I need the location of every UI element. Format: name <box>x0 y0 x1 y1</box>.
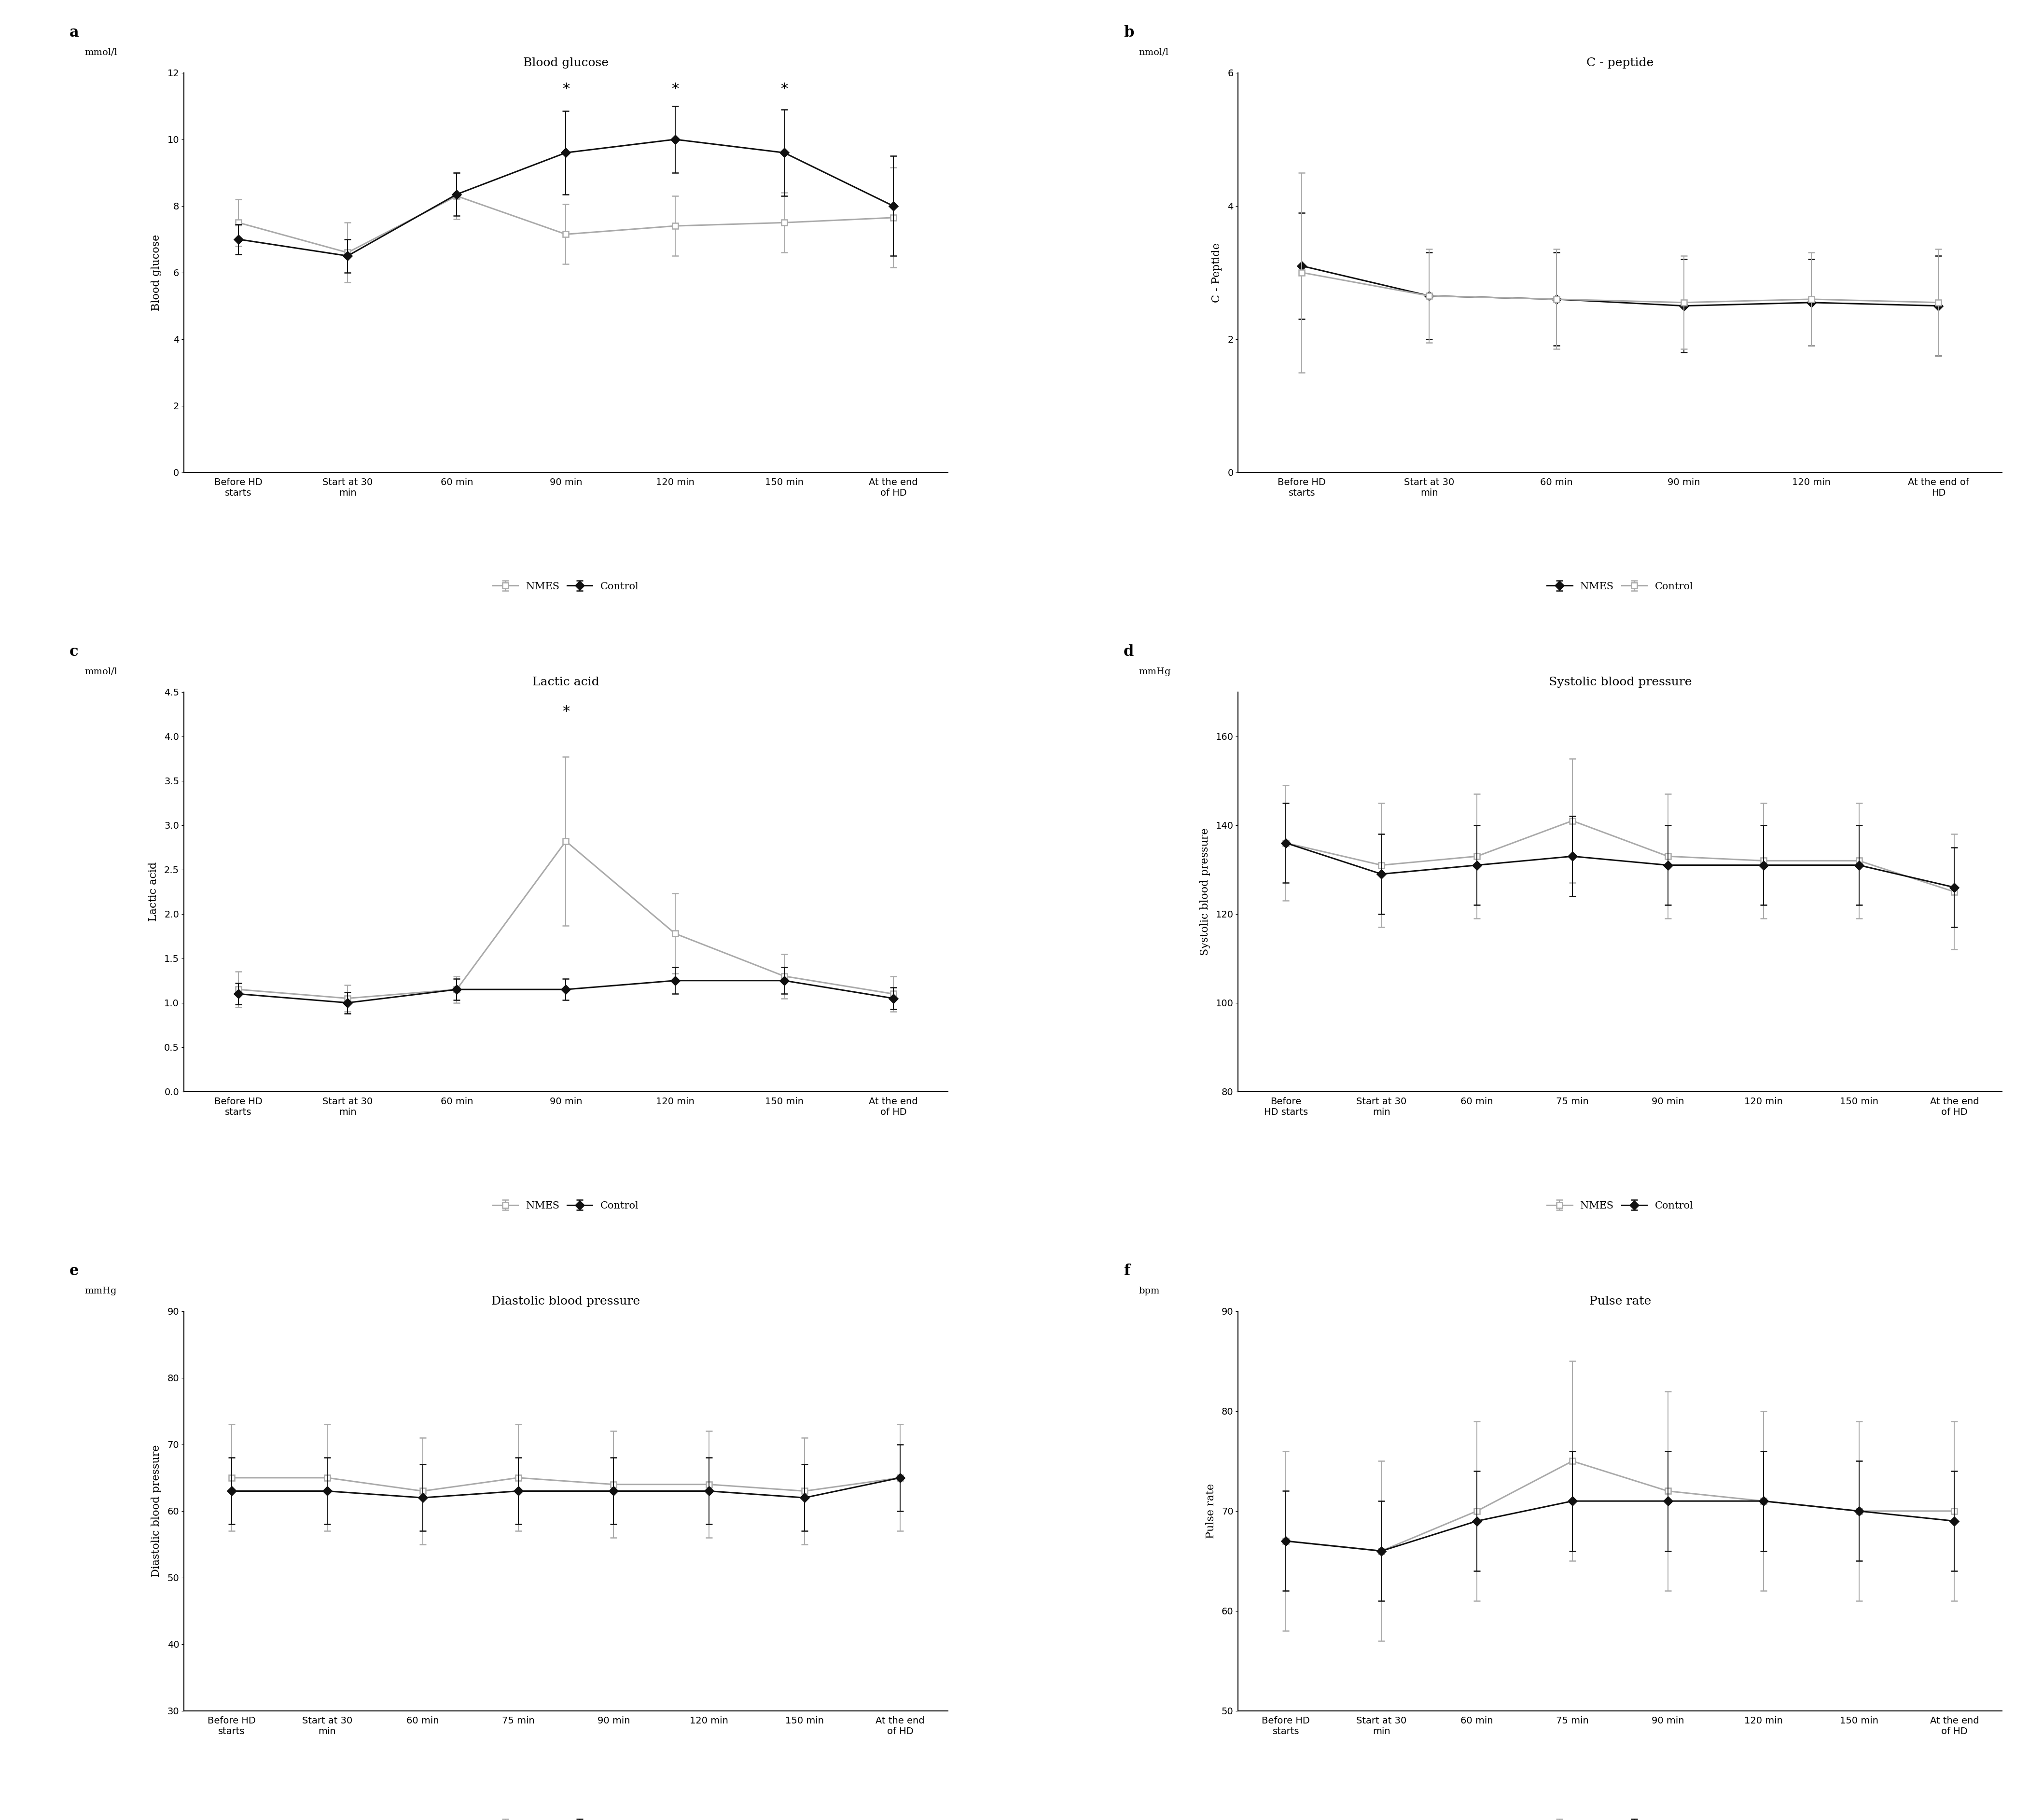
Legend: NMES, Control: NMES, Control <box>488 579 644 595</box>
Legend: NMES, Control: NMES, Control <box>488 1198 644 1214</box>
Text: *: * <box>562 82 570 96</box>
Title: Systolic blood pressure: Systolic blood pressure <box>1549 677 1692 688</box>
Text: nmol/l: nmol/l <box>1138 47 1169 56</box>
Title: Lactic acid: Lactic acid <box>533 677 599 688</box>
Legend: NMES, Control: NMES, Control <box>1542 1816 1698 1820</box>
Y-axis label: Lactic acid: Lactic acid <box>149 863 159 921</box>
Text: mmHg: mmHg <box>84 1287 116 1296</box>
Text: f: f <box>1124 1263 1130 1278</box>
Title: C - peptide: C - peptide <box>1587 58 1653 69</box>
Text: c: c <box>69 644 78 659</box>
Y-axis label: Blood glucose: Blood glucose <box>151 235 161 311</box>
Text: bpm: bpm <box>1138 1287 1160 1296</box>
Y-axis label: C - Peptide: C - Peptide <box>1211 242 1222 302</box>
Text: b: b <box>1124 25 1134 40</box>
Title: Pulse rate: Pulse rate <box>1589 1296 1651 1307</box>
Legend: NMES, Control: NMES, Control <box>488 1816 644 1820</box>
Y-axis label: Systolic blood pressure: Systolic blood pressure <box>1199 828 1209 956</box>
Title: Diastolic blood pressure: Diastolic blood pressure <box>492 1296 639 1307</box>
Text: mmHg: mmHg <box>1138 668 1171 675</box>
Y-axis label: Pulse rate: Pulse rate <box>1205 1483 1216 1538</box>
Text: a: a <box>69 25 80 40</box>
Legend: NMES, Control: NMES, Control <box>1542 579 1698 595</box>
Y-axis label: Diastolic blood pressure: Diastolic blood pressure <box>151 1445 161 1578</box>
Text: mmol/l: mmol/l <box>84 47 116 56</box>
Title: Blood glucose: Blood glucose <box>523 58 609 69</box>
Text: mmol/l: mmol/l <box>84 668 116 675</box>
Text: e: e <box>69 1263 80 1278</box>
Text: *: * <box>672 82 678 96</box>
Text: *: * <box>562 704 570 719</box>
Legend: NMES, Control: NMES, Control <box>1542 1198 1698 1214</box>
Text: d: d <box>1124 644 1134 659</box>
Text: *: * <box>780 82 789 96</box>
